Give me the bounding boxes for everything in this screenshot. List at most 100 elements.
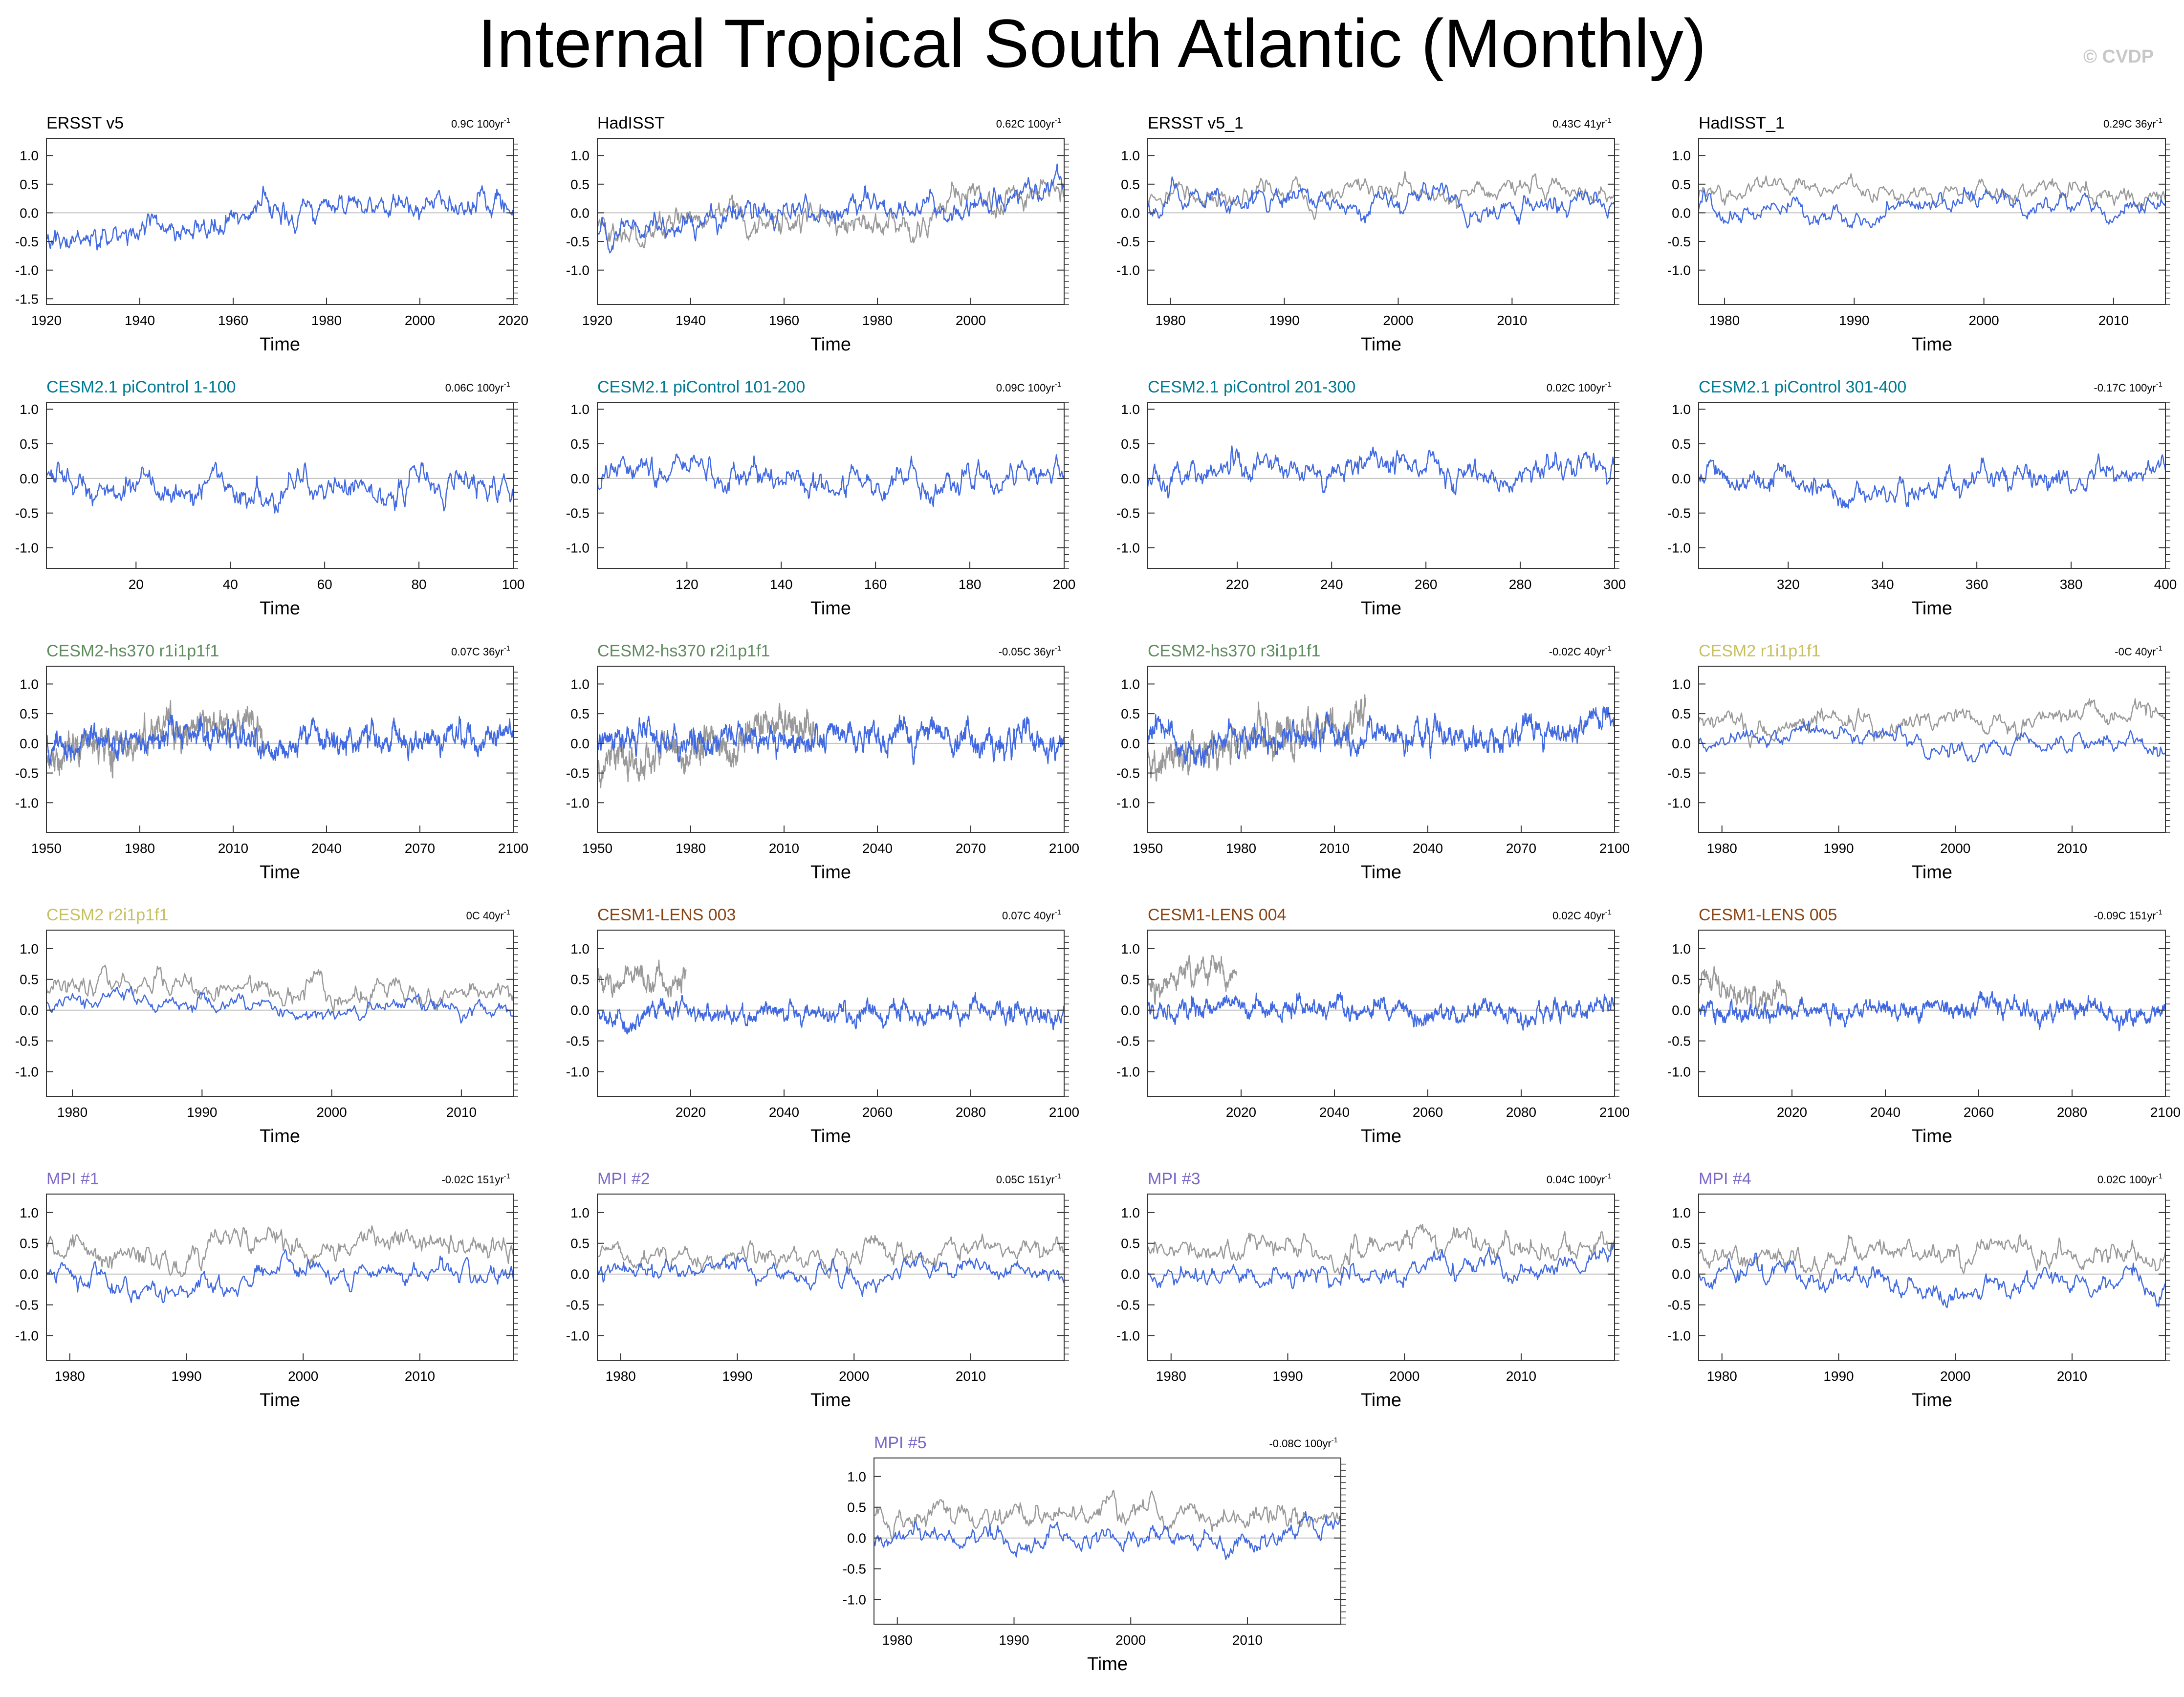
x-tick-label: 2100: [1049, 841, 1079, 856]
y-tick-label: 0.5: [570, 436, 590, 452]
observed-series-line: [1698, 966, 1788, 1018]
x-tick-label: 1980: [676, 841, 706, 856]
y-tick-label: -0.5: [566, 1298, 590, 1313]
chart-panel: -1.0 -0.5 0.0 0.5 1.0 2020 2040 2060 2080 2100 Tim…: [1116, 906, 1630, 1147]
plot-frame: [46, 1194, 514, 1361]
x-axis-label: Time: [810, 334, 851, 355]
x-tick-label: 2000: [1940, 1369, 1970, 1384]
model-series-line: [596, 715, 1065, 765]
y-tick-label: -0.5: [15, 766, 39, 781]
x-tick-label: 300: [1603, 577, 1626, 592]
y-tick-label: -0.5: [566, 234, 590, 249]
x-tick-label: 2040: [862, 841, 893, 856]
y-tick-label: 1.0: [570, 402, 590, 417]
x-tick-label: 380: [2060, 577, 2083, 592]
y-tick-label: -1.0: [15, 1065, 39, 1080]
x-tick-label: 1990: [1272, 1369, 1303, 1384]
y-tick-label: 1.0: [20, 402, 39, 417]
trend-exponent: -1: [504, 908, 510, 916]
x-tick-label: 140: [770, 577, 793, 592]
x-axis-label: Time: [1361, 1390, 1401, 1411]
plot-frame: [46, 138, 514, 305]
y-tick-label: 1.0: [847, 1469, 866, 1484]
y-tick-label: -0.5: [15, 506, 39, 521]
y-tick-label: 1.0: [1672, 148, 1691, 163]
chart-panel: -1.0 -0.5 0.0 0.5 1.0 1920 1940 1960 1980 2000 Tim…: [566, 114, 1069, 355]
panel-title: CESM2-hs370 r2i1p1f1: [597, 642, 770, 660]
chart-panel: -1.0 -0.5 0.0 0.5 1.0 220 240 260 280 300 Time CESM…: [1116, 378, 1626, 619]
y-tick-label: 0.5: [1121, 1236, 1140, 1251]
x-tick-label: 1980: [1226, 841, 1256, 856]
chart-panel: -1.0 -0.5 0.0 0.5 1.0 2020 2040 2060 2080 2100 Tim…: [566, 906, 1079, 1147]
y-tick-label: -0.5: [566, 1034, 590, 1049]
trend-value: 0.62C 100yr: [996, 118, 1055, 130]
x-tick-label: 2000: [1940, 841, 1970, 856]
trend-label: -0.05C 36yr-1: [999, 644, 1061, 658]
x-tick-label: 2080: [2057, 1105, 2087, 1120]
x-tick-label: 2010: [1319, 841, 1350, 856]
chart-panel: -1.0 -0.5 0.0 0.5 1.0 1980 1990 2000 2010 Time MPI…: [843, 1434, 1346, 1675]
chart-panel: -1.0 -0.5 0.0 0.5 1.0 2020 2040 2060 2080 2100 Tim…: [1667, 906, 2181, 1147]
trend-exponent: -1: [1055, 380, 1061, 389]
y-tick-label: -1.5: [15, 291, 39, 306]
y-tick-label: -1.0: [1667, 1328, 1691, 1344]
x-axis-label: Time: [260, 862, 300, 883]
y-tick-label: 0.0: [20, 1003, 39, 1018]
trend-value: 0.07C 36yr: [451, 646, 504, 658]
trend-label: 0.09C 100yr-1: [996, 380, 1061, 394]
trend-value: 0.29C 36yr: [2103, 118, 2156, 130]
observed-series-line: [596, 959, 687, 998]
x-axis-label: Time: [1912, 1390, 1952, 1411]
x-axis-label: Time: [1087, 1654, 1128, 1675]
plot-frame: [597, 930, 1065, 1097]
y-tick-label: 0.0: [20, 736, 39, 751]
trend-label: 0.02C 100yr-1: [1547, 380, 1612, 394]
model-series-line: [45, 461, 514, 514]
plot-frame: [1147, 402, 1615, 569]
x-tick-label: 280: [1509, 577, 1532, 592]
x-tick-label: 1980: [862, 313, 893, 328]
trend-exponent: -1: [1055, 1172, 1061, 1180]
x-tick-label: 2020: [676, 1105, 706, 1120]
trend-exponent: -1: [1332, 1436, 1338, 1444]
panel-title: CESM1-LENS 005: [1699, 906, 1837, 924]
y-tick-label: -1.0: [1667, 795, 1691, 810]
y-tick-label: 0.5: [1672, 972, 1691, 987]
y-tick-label: 0.5: [1672, 177, 1691, 192]
x-tick-label: 2060: [1964, 1105, 1994, 1120]
x-tick-label: 60: [317, 577, 332, 592]
x-tick-label: 2000: [1968, 313, 1999, 328]
trend-label: -0C 40yr-1: [2115, 644, 2162, 658]
x-tick-label: 2010: [1497, 313, 1527, 328]
y-tick-label: 0.5: [570, 706, 590, 721]
y-tick-label: 0.0: [1121, 736, 1140, 751]
x-tick-label: 2010: [769, 841, 799, 856]
trend-value: -0.02C 151yr: [441, 1174, 503, 1186]
trend-value: -0.05C 36yr: [999, 646, 1055, 658]
x-tick-label: 1950: [31, 841, 62, 856]
model-series-line: [597, 163, 1065, 254]
trend-value: 0.43C 41yr: [1552, 118, 1605, 130]
x-tick-label: 2100: [2150, 1105, 2181, 1120]
model-series-line: [45, 714, 514, 765]
x-tick-label: 2010: [405, 1369, 435, 1384]
x-tick-label: 2070: [956, 841, 986, 856]
trend-label: 0.02C 100yr-1: [2097, 1172, 2162, 1186]
y-tick-label: 0.0: [20, 471, 39, 486]
x-tick-label: 360: [1966, 577, 1988, 592]
trend-label: 0.06C 100yr-1: [445, 380, 510, 394]
chart-panel: -1.0 -0.5 0.0 0.5 1.0 1950 1980 2010 2040 2070 210…: [566, 642, 1079, 883]
trend-exponent: -1: [1605, 116, 1612, 125]
y-tick-label: 0.0: [570, 471, 590, 486]
panel-title: ERSST v5_1: [1148, 114, 1244, 132]
trend-label: 0.43C 41yr-1: [1552, 116, 1612, 130]
observed-series-line: [1147, 955, 1237, 1005]
x-tick-label: 2070: [405, 841, 435, 856]
y-tick-label: -0.5: [1116, 234, 1140, 249]
trend-label: -0.08C 100yr-1: [1269, 1436, 1338, 1450]
chart-panel: -1.0 -0.5 0.0 0.5 1.0 20 40 60 80 100 Time CESM2.1 …: [15, 378, 525, 619]
y-tick-label: 0.5: [1121, 177, 1140, 192]
x-tick-label: 1980: [1707, 841, 1737, 856]
y-tick-label: 1.0: [20, 676, 39, 692]
y-tick-label: 0.5: [1672, 436, 1691, 452]
